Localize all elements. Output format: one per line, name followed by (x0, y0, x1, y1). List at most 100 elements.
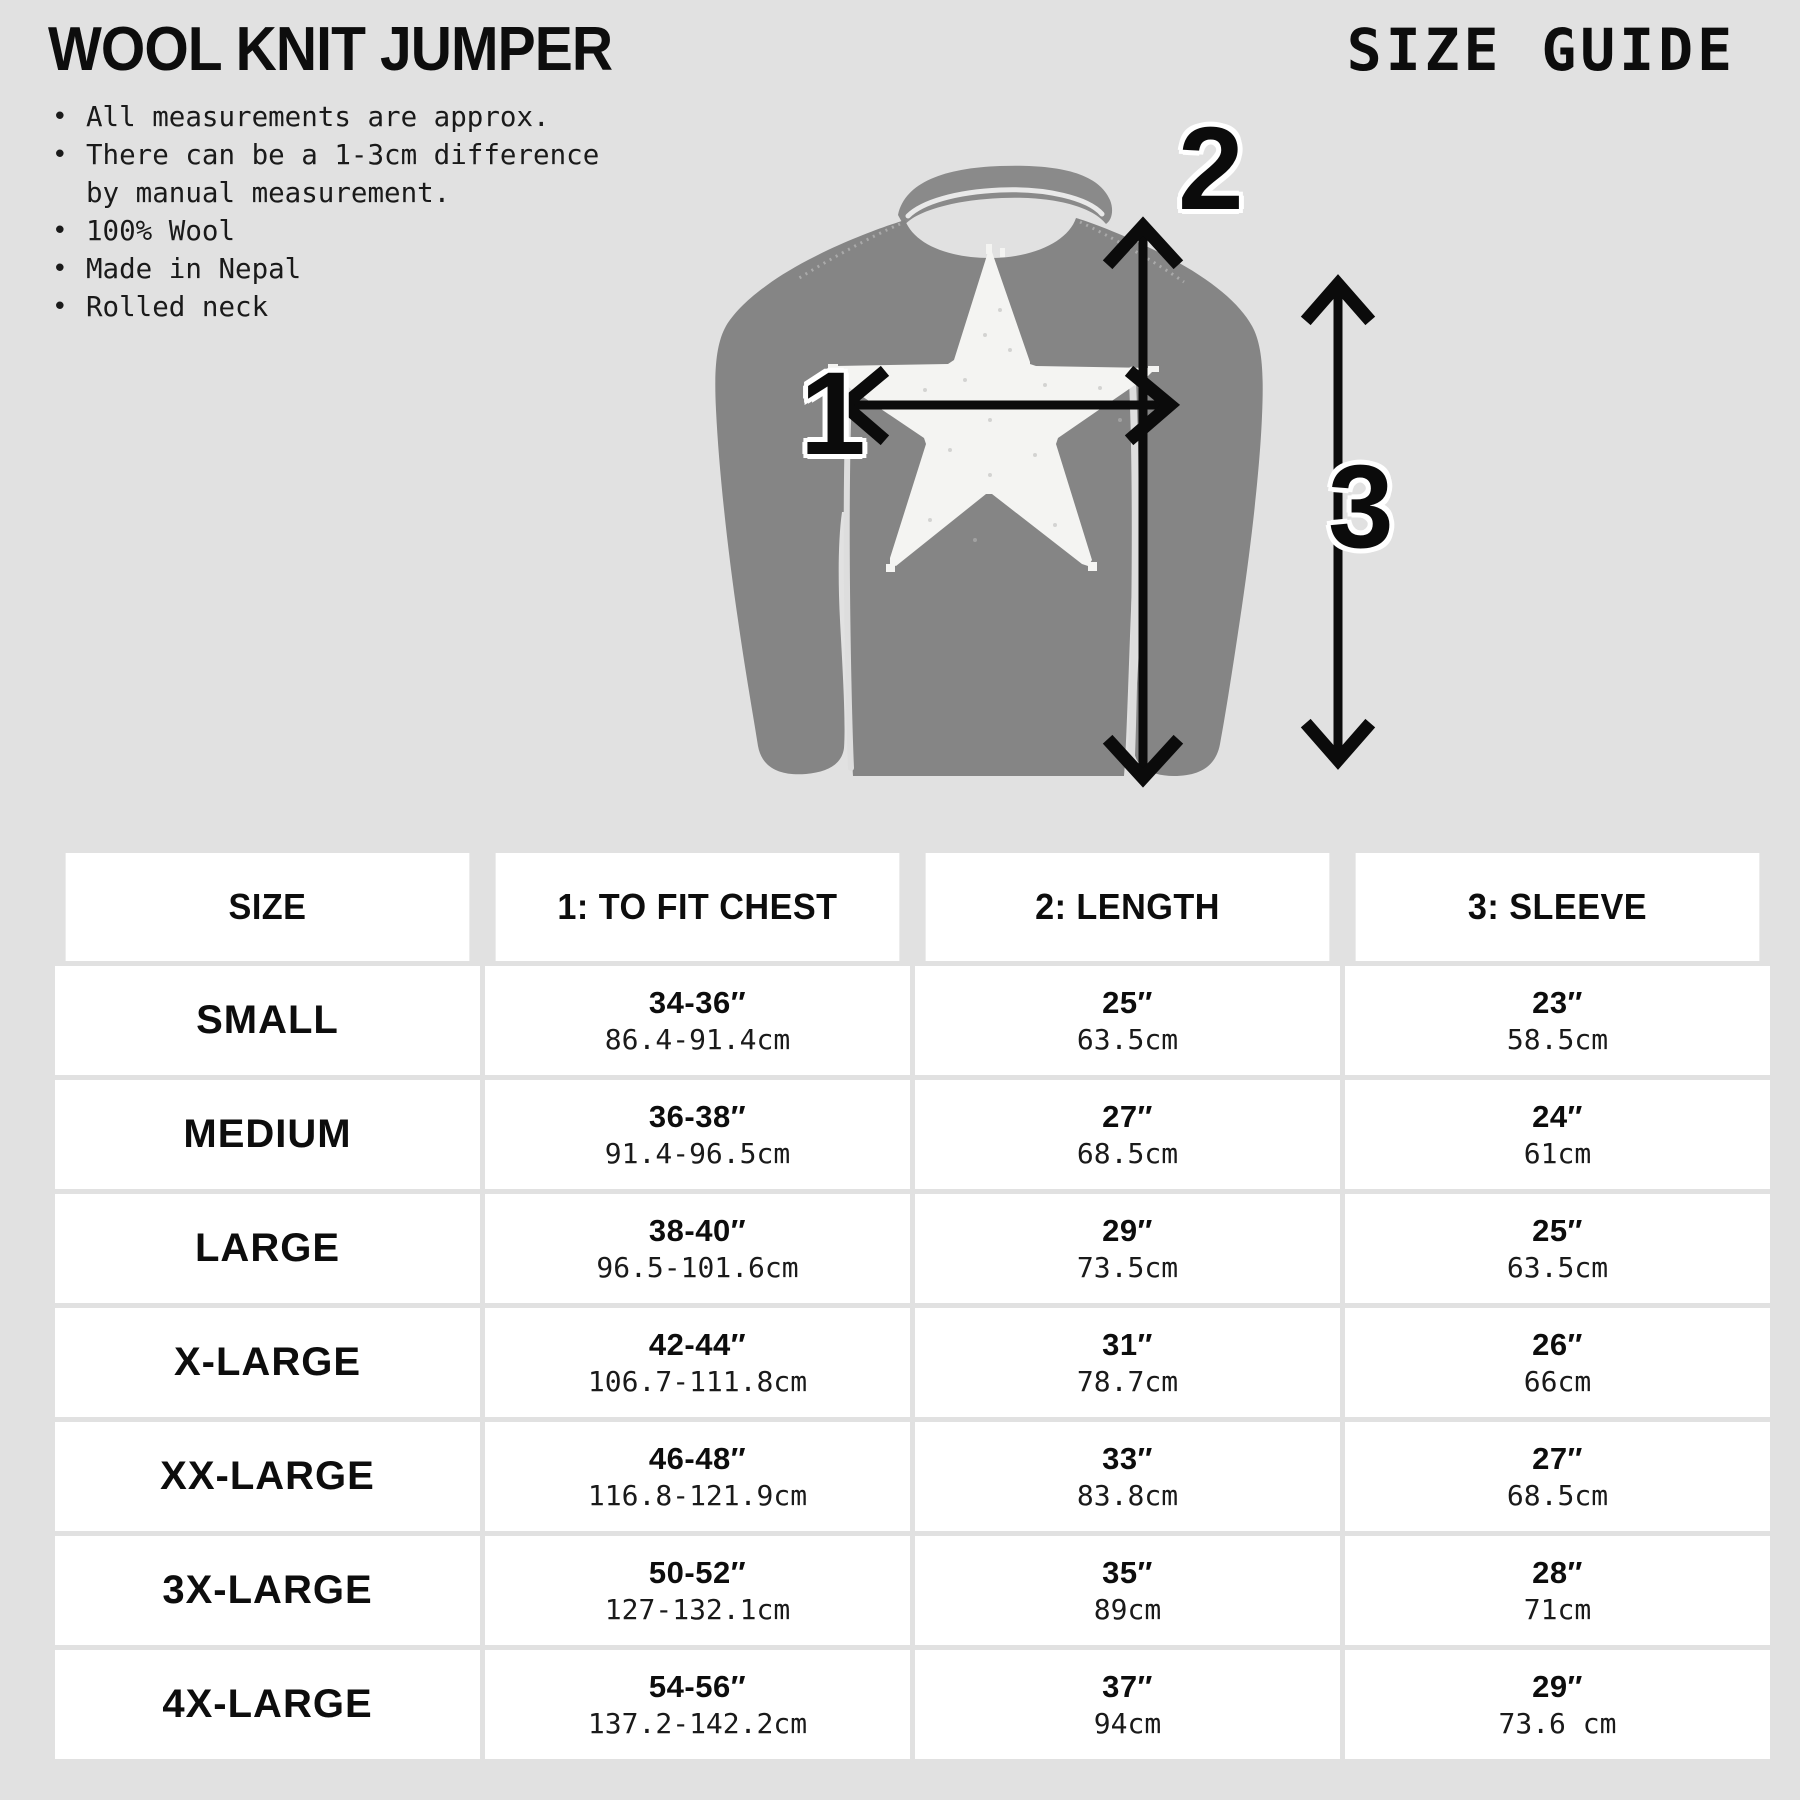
column-header-size: SIZE (65, 853, 470, 961)
measure-label-1: 1 (797, 348, 870, 480)
cell-length: 35″ 89cm (915, 1536, 1340, 1645)
cell-size: SMALL (55, 966, 480, 1075)
list-item: Made in Nepal (44, 250, 804, 288)
list-item: 100% Wool (44, 212, 804, 250)
length-measure-arrow (1102, 216, 1184, 788)
value-cm: 63.5cm (1076, 1023, 1179, 1057)
cell-size: 4X-LARGE (55, 1650, 480, 1759)
product-notes-list: All measurements are approx. There can b… (44, 98, 804, 326)
cell-length: 25″ 63.5cm (915, 966, 1340, 1075)
cell-chest: 36-38″ 91.4-96.5cm (485, 1080, 910, 1189)
value-cm: 91.4-96.5cm (604, 1137, 791, 1171)
cell-length: 29″ 73.5cm (915, 1194, 1340, 1303)
page-title: WOOL KNIT JUMPER (48, 15, 613, 84)
cell-chest: 54-56″ 137.2-142.2cm (485, 1650, 910, 1759)
value-inches: 28″ (1532, 1554, 1583, 1590)
cell-size: LARGE (55, 1194, 480, 1303)
value-cm: 83.8cm (1076, 1479, 1179, 1513)
header-area: WOOL KNIT JUMPER SIZE GUIDE All measurem… (0, 0, 1800, 830)
value-cm: 68.5cm (1506, 1479, 1609, 1513)
cell-chest: 50-52″ 127-132.1cm (485, 1536, 910, 1645)
value-inches: 33″ (1102, 1440, 1153, 1476)
value-inches: 27″ (1102, 1098, 1153, 1134)
table-row: SMALL 34-36″ 86.4-91.4cm 25″ 63.5cm 23″ … (55, 966, 1770, 1075)
table-row: 3X-LARGE 50-52″ 127-132.1cm 35″ 89cm 28″… (55, 1536, 1770, 1645)
value-cm: 89cm (1093, 1593, 1162, 1627)
cell-length: 31″ 78.7cm (915, 1308, 1340, 1417)
table-row: XX-LARGE 46-48″ 116.8-121.9cm 33″ 83.8cm… (55, 1422, 1770, 1531)
table-row: 4X-LARGE 54-56″ 137.2-142.2cm 37″ 94cm 2… (55, 1650, 1770, 1759)
value-cm: 78.7cm (1076, 1365, 1179, 1399)
value-inches: 42-44″ (648, 1326, 747, 1362)
cell-size: MEDIUM (55, 1080, 480, 1189)
value-inches: 25″ (1102, 984, 1153, 1020)
cell-size: XX-LARGE (55, 1422, 480, 1531)
table-row: MEDIUM 36-38″ 91.4-96.5cm 27″ 68.5cm 24″… (55, 1080, 1770, 1189)
value-cm: 116.8-121.9cm (587, 1479, 808, 1513)
value-inches: 25″ (1532, 1212, 1583, 1248)
value-cm: 63.5cm (1506, 1251, 1609, 1285)
cell-length: 27″ 68.5cm (915, 1080, 1340, 1189)
value-cm: 86.4-91.4cm (604, 1023, 791, 1057)
size-table: SIZE 1: TO FIT CHEST 2: LENGTH 3: SLEEVE… (50, 848, 1775, 1764)
value-inches: 24″ (1532, 1098, 1583, 1134)
jumper-illustration (700, 120, 1460, 820)
jumper-silhouette (715, 165, 1263, 776)
list-item: There can be a 1-3cm difference by manua… (44, 136, 804, 212)
value-cm: 58.5cm (1506, 1023, 1609, 1057)
cell-sleeve: 29″ 73.6 cm (1345, 1650, 1770, 1759)
cell-sleeve: 23″ 58.5cm (1345, 966, 1770, 1075)
cell-sleeve: 28″ 71cm (1345, 1536, 1770, 1645)
table-row: X-LARGE 42-44″ 106.7-111.8cm 31″ 78.7cm … (55, 1308, 1770, 1417)
measure-label-2: 2 (1175, 103, 1248, 235)
value-cm: 94cm (1093, 1707, 1162, 1741)
sleeve-measure-arrow (1300, 274, 1376, 770)
value-cm: 68.5cm (1076, 1137, 1179, 1171)
column-header-sleeve: 3: SLEEVE (1355, 853, 1760, 961)
value-cm: 73.6 cm (1498, 1707, 1617, 1741)
value-inches: 26″ (1532, 1326, 1583, 1362)
cell-sleeve: 25″ 63.5cm (1345, 1194, 1770, 1303)
cell-chest: 34-36″ 86.4-91.4cm (485, 966, 910, 1075)
value-inches: 29″ (1532, 1668, 1583, 1704)
value-cm: 71cm (1523, 1593, 1592, 1627)
value-inches: 31″ (1102, 1326, 1153, 1362)
cell-length: 37″ 94cm (915, 1650, 1340, 1759)
value-inches: 27″ (1532, 1440, 1583, 1476)
value-cm: 96.5-101.6cm (596, 1251, 799, 1285)
value-inches: 37″ (1102, 1668, 1153, 1704)
value-inches: 29″ (1102, 1212, 1153, 1248)
value-inches: 35″ (1102, 1554, 1153, 1590)
size-guide-heading: SIZE GUIDE (1346, 16, 1736, 84)
value-inches: 23″ (1532, 984, 1583, 1020)
cell-size: X-LARGE (55, 1308, 480, 1417)
table-header-row: SIZE 1: TO FIT CHEST 2: LENGTH 3: SLEEVE (55, 853, 1770, 961)
cell-chest: 38-40″ 96.5-101.6cm (485, 1194, 910, 1303)
value-inches: 46-48″ (648, 1440, 747, 1476)
table-row: LARGE 38-40″ 96.5-101.6cm 29″ 73.5cm 25″… (55, 1194, 1770, 1303)
value-inches: 50-52″ (648, 1554, 747, 1590)
value-inches: 54-56″ (648, 1668, 747, 1704)
list-item: Rolled neck (44, 288, 804, 326)
list-item: All measurements are approx. (44, 98, 804, 136)
value-cm: 127-132.1cm (604, 1593, 791, 1627)
cell-sleeve: 26″ 66cm (1345, 1308, 1770, 1417)
value-cm: 61cm (1523, 1137, 1592, 1171)
cell-sleeve: 24″ 61cm (1345, 1080, 1770, 1189)
value-cm: 137.2-142.2cm (587, 1707, 808, 1741)
cell-chest: 46-48″ 116.8-121.9cm (485, 1422, 910, 1531)
size-table-container: SIZE 1: TO FIT CHEST 2: LENGTH 3: SLEEVE… (50, 848, 1770, 1764)
value-inches: 34-36″ (648, 984, 747, 1020)
column-header-length: 2: LENGTH (925, 853, 1330, 961)
value-cm: 66cm (1523, 1365, 1592, 1399)
cell-sleeve: 27″ 68.5cm (1345, 1422, 1770, 1531)
measure-label-3: 3 (1325, 441, 1398, 573)
cell-length: 33″ 83.8cm (915, 1422, 1340, 1531)
value-cm: 106.7-111.8cm (587, 1365, 808, 1399)
value-inches: 36-38″ (648, 1098, 747, 1134)
value-cm: 73.5cm (1076, 1251, 1179, 1285)
column-header-chest: 1: TO FIT CHEST (495, 853, 900, 961)
cell-size: 3X-LARGE (55, 1536, 480, 1645)
value-inches: 38-40″ (648, 1212, 747, 1248)
cell-chest: 42-44″ 106.7-111.8cm (485, 1308, 910, 1417)
